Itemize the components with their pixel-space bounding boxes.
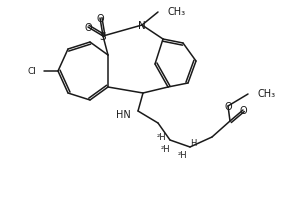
Text: S: S [100, 32, 106, 42]
Text: O: O [96, 14, 104, 24]
Text: H: H [190, 139, 196, 148]
Text: ²H: ²H [156, 133, 166, 142]
Text: HN: HN [116, 109, 131, 119]
Text: N: N [138, 21, 146, 31]
Text: O: O [84, 23, 92, 33]
Text: O: O [239, 105, 247, 115]
Text: ²H: ²H [177, 150, 187, 159]
Text: CH₃: CH₃ [258, 88, 276, 99]
Text: Cl: Cl [27, 67, 36, 76]
Text: CH₃: CH₃ [168, 7, 186, 17]
Text: ²H: ²H [160, 144, 170, 153]
Text: O: O [224, 101, 232, 112]
